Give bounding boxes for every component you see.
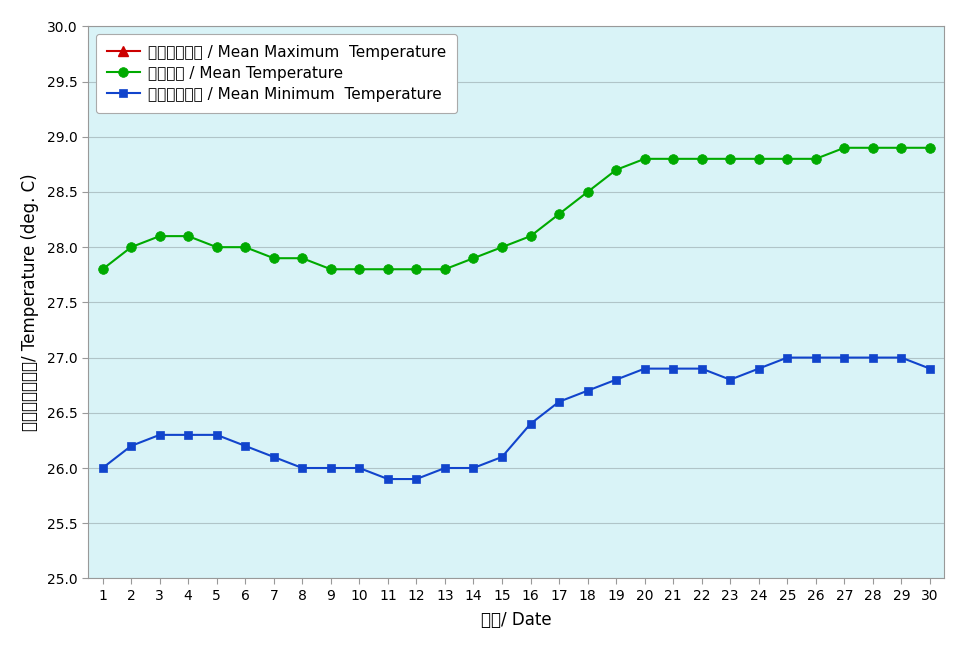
- X-axis label: 日期/ Date: 日期/ Date: [481, 611, 552, 629]
- 平均氣溫 / Mean Temperature: [553, 210, 565, 218]
- 平均最低氣溫 / Mean Minimum  Temperature: [753, 365, 764, 372]
- 平均最低氣溫 / Mean Minimum  Temperature: [439, 464, 451, 472]
- 平均氣溫 / Mean Temperature: [639, 155, 650, 162]
- 平均氣溫 / Mean Temperature: [696, 155, 707, 162]
- 平均最低氣溫 / Mean Minimum  Temperature: [153, 431, 165, 439]
- 平均最低氣溫 / Mean Minimum  Temperature: [325, 464, 337, 472]
- 平均最低氣溫 / Mean Minimum  Temperature: [239, 442, 251, 450]
- 平均最低氣溫 / Mean Minimum  Temperature: [382, 475, 394, 483]
- 平均最低氣溫 / Mean Minimum  Temperature: [296, 464, 308, 472]
- 平均氣溫 / Mean Temperature: [610, 166, 621, 174]
- 平均最低氣溫 / Mean Minimum  Temperature: [782, 354, 793, 361]
- 平均氣溫 / Mean Temperature: [125, 243, 137, 251]
- 平均氣溫 / Mean Temperature: [525, 232, 537, 240]
- 平均氣溫 / Mean Temperature: [211, 243, 223, 251]
- 平均氣溫 / Mean Temperature: [182, 232, 194, 240]
- 平均氣溫 / Mean Temperature: [468, 254, 480, 262]
- 平均最低氣溫 / Mean Minimum  Temperature: [668, 365, 679, 372]
- 平均氣溫 / Mean Temperature: [810, 155, 821, 162]
- 平均氣溫 / Mean Temperature: [782, 155, 793, 162]
- 平均氣溫 / Mean Temperature: [411, 265, 423, 273]
- 平均最低氣溫 / Mean Minimum  Temperature: [468, 464, 480, 472]
- 平均氣溫 / Mean Temperature: [668, 155, 679, 162]
- 平均氣溫 / Mean Temperature: [96, 265, 108, 273]
- 平均氣溫 / Mean Temperature: [753, 155, 764, 162]
- 平均氣溫 / Mean Temperature: [725, 155, 736, 162]
- Y-axis label: 溫度（攝氏度）/ Temperature (deg. C): 溫度（攝氏度）/ Temperature (deg. C): [21, 174, 39, 431]
- 平均最低氣溫 / Mean Minimum  Temperature: [268, 453, 280, 461]
- 平均最低氣溫 / Mean Minimum  Temperature: [839, 354, 850, 361]
- Legend: 平均最高氣溫 / Mean Maximum  Temperature, 平均氣溫 / Mean Temperature, 平均最低氣溫 / Mean Minim: 平均最高氣溫 / Mean Maximum Temperature, 平均氣溫 …: [96, 34, 456, 113]
- 平均最低氣溫 / Mean Minimum  Temperature: [496, 453, 508, 461]
- 平均最低氣溫 / Mean Minimum  Temperature: [125, 442, 137, 450]
- 平均氣溫 / Mean Temperature: [382, 265, 394, 273]
- 平均氣溫 / Mean Temperature: [439, 265, 451, 273]
- 平均最低氣溫 / Mean Minimum  Temperature: [553, 398, 565, 406]
- 平均最低氣溫 / Mean Minimum  Temperature: [525, 420, 537, 428]
- Line: 平均氣溫 / Mean Temperature: 平均氣溫 / Mean Temperature: [97, 143, 935, 274]
- 平均氣溫 / Mean Temperature: [153, 232, 165, 240]
- 平均氣溫 / Mean Temperature: [839, 144, 850, 151]
- 平均最低氣溫 / Mean Minimum  Temperature: [411, 475, 423, 483]
- 平均最低氣溫 / Mean Minimum  Temperature: [725, 376, 736, 384]
- 平均氣溫 / Mean Temperature: [268, 254, 280, 262]
- 平均最低氣溫 / Mean Minimum  Temperature: [924, 365, 936, 372]
- 平均最低氣溫 / Mean Minimum  Temperature: [610, 376, 621, 384]
- 平均氣溫 / Mean Temperature: [353, 265, 365, 273]
- 平均最低氣溫 / Mean Minimum  Temperature: [810, 354, 821, 361]
- 平均氣溫 / Mean Temperature: [896, 144, 907, 151]
- 平均最低氣溫 / Mean Minimum  Temperature: [96, 464, 108, 472]
- 平均最低氣溫 / Mean Minimum  Temperature: [896, 354, 907, 361]
- 平均氣溫 / Mean Temperature: [325, 265, 337, 273]
- 平均氣溫 / Mean Temperature: [924, 144, 936, 151]
- 平均最低氣溫 / Mean Minimum  Temperature: [582, 387, 593, 395]
- 平均氣溫 / Mean Temperature: [582, 188, 593, 196]
- 平均氣溫 / Mean Temperature: [496, 243, 508, 251]
- 平均最低氣溫 / Mean Minimum  Temperature: [353, 464, 365, 472]
- 平均最低氣溫 / Mean Minimum  Temperature: [639, 365, 650, 372]
- 平均氣溫 / Mean Temperature: [239, 243, 251, 251]
- 平均氣溫 / Mean Temperature: [296, 254, 308, 262]
- Line: 平均最低氣溫 / Mean Minimum  Temperature: 平均最低氣溫 / Mean Minimum Temperature: [98, 354, 934, 483]
- 平均最低氣溫 / Mean Minimum  Temperature: [182, 431, 194, 439]
- 平均最低氣溫 / Mean Minimum  Temperature: [696, 365, 707, 372]
- 平均最低氣溫 / Mean Minimum  Temperature: [868, 354, 879, 361]
- 平均最低氣溫 / Mean Minimum  Temperature: [211, 431, 223, 439]
- 平均氣溫 / Mean Temperature: [868, 144, 879, 151]
